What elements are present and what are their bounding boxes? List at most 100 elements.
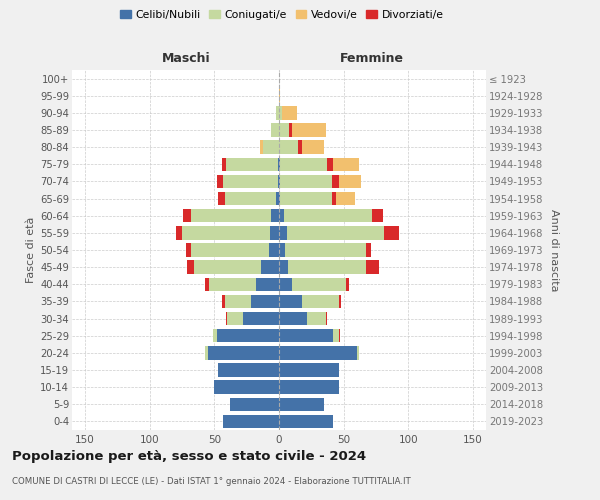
Bar	[279, 398, 324, 411]
Bar	[271, 124, 279, 136]
Bar	[281, 106, 297, 120]
Bar	[271, 209, 279, 222]
Bar	[327, 158, 334, 171]
Bar	[286, 244, 365, 256]
Bar	[280, 192, 332, 205]
Bar	[188, 209, 191, 222]
Bar	[279, 226, 287, 239]
Bar	[279, 260, 288, 274]
Bar	[289, 124, 326, 136]
Bar	[213, 329, 217, 342]
Bar	[224, 294, 251, 308]
Bar	[209, 278, 256, 291]
Bar	[287, 226, 384, 239]
Text: Femmine: Femmine	[340, 52, 404, 65]
Y-axis label: Fasce di età: Fasce di età	[26, 217, 36, 283]
Bar	[298, 140, 324, 154]
Bar	[223, 158, 226, 171]
Bar	[194, 260, 261, 274]
Bar	[338, 294, 341, 308]
Bar	[384, 226, 400, 239]
Bar	[279, 312, 307, 326]
Bar	[270, 226, 279, 239]
Bar	[356, 346, 359, 360]
Bar	[334, 329, 338, 342]
Bar	[365, 260, 367, 274]
Text: COMUNE DI CASTRI DI LECCE (LE) - Dati ISTAT 1° gennaio 2024 - Elaborazione TUTTI: COMUNE DI CASTRI DI LECCE (LE) - Dati IS…	[12, 478, 411, 486]
Bar	[279, 244, 286, 256]
Bar	[346, 278, 349, 291]
Bar	[365, 244, 371, 256]
Bar	[217, 329, 279, 342]
Bar	[191, 209, 271, 222]
Bar	[256, 278, 279, 291]
Bar	[332, 174, 338, 188]
Bar	[261, 260, 279, 274]
Bar	[183, 209, 191, 222]
Bar	[269, 244, 279, 256]
Bar	[191, 244, 269, 256]
Bar	[208, 346, 279, 360]
Bar	[278, 158, 279, 171]
Bar	[292, 278, 346, 291]
Bar	[279, 124, 289, 136]
Bar	[332, 192, 336, 205]
Bar	[217, 174, 223, 188]
Bar	[263, 140, 279, 154]
Bar	[289, 124, 292, 136]
Bar	[279, 158, 280, 171]
Bar	[251, 294, 279, 308]
Bar	[280, 174, 332, 188]
Bar	[218, 364, 279, 376]
Bar	[365, 260, 379, 274]
Bar	[327, 158, 359, 171]
Bar	[224, 192, 277, 205]
Bar	[243, 312, 279, 326]
Bar	[326, 312, 327, 326]
Bar	[279, 89, 280, 102]
Bar	[222, 294, 224, 308]
Bar	[302, 294, 338, 308]
Bar	[279, 140, 298, 154]
Text: Popolazione per età, sesso e stato civile - 2024: Popolazione per età, sesso e stato civil…	[12, 450, 366, 463]
Bar	[279, 278, 292, 291]
Bar	[279, 380, 338, 394]
Bar	[260, 140, 263, 154]
Bar	[332, 192, 355, 205]
Bar	[298, 140, 302, 154]
Bar	[193, 260, 194, 274]
Bar	[226, 312, 227, 326]
Bar	[372, 209, 383, 222]
Bar	[279, 346, 356, 360]
Bar	[338, 329, 340, 342]
Bar	[205, 278, 209, 291]
Bar	[279, 192, 280, 205]
Bar	[227, 312, 243, 326]
Bar	[214, 380, 279, 394]
Bar	[372, 209, 383, 222]
Bar	[279, 364, 338, 376]
Bar	[288, 260, 365, 274]
Bar	[277, 106, 279, 120]
Bar	[218, 192, 224, 205]
Bar	[190, 244, 191, 256]
Bar	[280, 158, 327, 171]
Bar	[186, 244, 191, 256]
Bar	[279, 209, 284, 222]
Bar	[222, 158, 226, 171]
Bar	[284, 209, 372, 222]
Bar	[384, 226, 388, 239]
Bar	[182, 226, 270, 239]
Bar	[279, 174, 280, 188]
Y-axis label: Anni di nascita: Anni di nascita	[549, 209, 559, 291]
Bar	[279, 414, 334, 428]
Bar	[176, 226, 182, 239]
Bar	[332, 174, 361, 188]
Text: Maschi: Maschi	[161, 52, 210, 65]
Bar	[187, 260, 194, 274]
Bar	[223, 414, 279, 428]
Bar	[179, 226, 182, 239]
Bar	[221, 174, 223, 188]
Bar	[230, 398, 279, 411]
Legend: Celibi/Nubili, Coniugati/e, Vedovi/e, Divorziati/e: Celibi/Nubili, Coniugati/e, Vedovi/e, Di…	[116, 6, 448, 24]
